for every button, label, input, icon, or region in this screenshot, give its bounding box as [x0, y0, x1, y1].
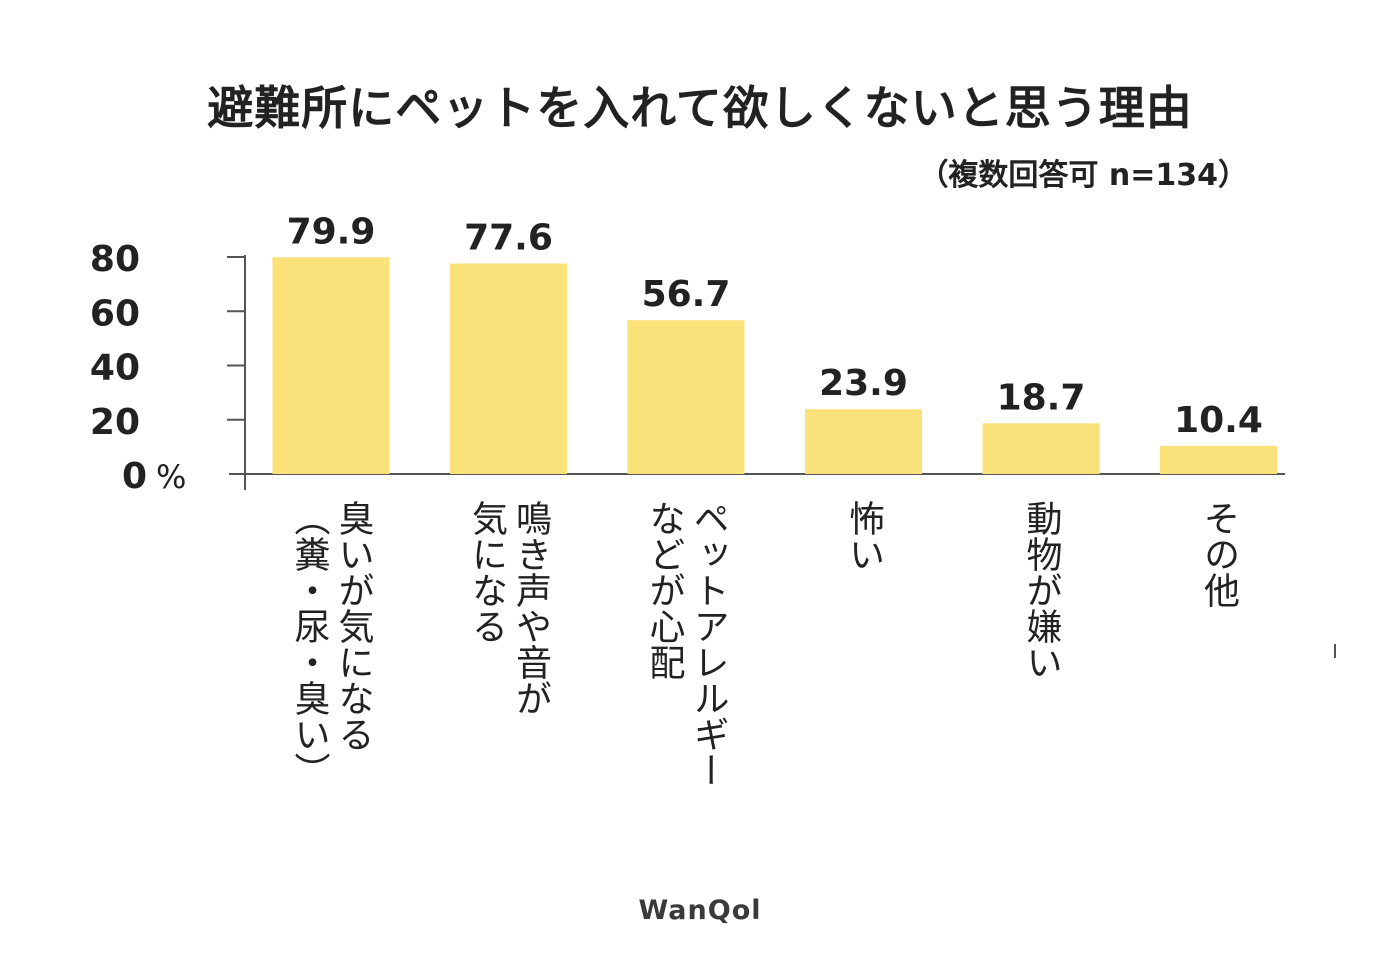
y-tick-label: 60: [90, 293, 140, 334]
bar: [982, 423, 1100, 474]
y-tick-label: 0: [122, 456, 147, 497]
y-tick-label: 20: [90, 402, 140, 443]
bar: [805, 409, 922, 474]
bar-value-label: 56.7: [642, 274, 731, 315]
category-label: ペットアレルギー: [688, 500, 729, 788]
category-label: 怖い: [843, 500, 884, 572]
bar-value-label: 18.7: [997, 377, 1086, 418]
category-label: などが心配: [644, 500, 685, 680]
category-label: （糞・尿・臭い）: [289, 500, 331, 788]
bar-value-label: 79.9: [287, 211, 376, 252]
bar-value-label: 23.9: [819, 363, 908, 404]
category-label: 動物が嫌い: [1021, 500, 1062, 680]
bar-value-label: 77.6: [464, 218, 553, 259]
category-label: 臭いが気になる: [333, 500, 374, 752]
bar: [272, 257, 390, 474]
bar-value-label: 10.4: [1174, 400, 1263, 441]
chart-title: 避難所にペットを入れて欲しくないと思う理由: [207, 81, 1193, 135]
category-label: 鳴き声や音が: [510, 500, 551, 716]
category-label: 気になる: [466, 500, 507, 644]
category-label: その他: [1198, 500, 1240, 608]
brand-logo: WanQol: [638, 895, 762, 926]
edge-mark: [1334, 644, 1336, 658]
bar: [450, 263, 567, 474]
bar: [1160, 445, 1277, 474]
bar: [627, 320, 745, 474]
y-tick-label: 40: [90, 348, 140, 389]
y-tick-label: 80: [90, 239, 140, 280]
y-unit-label: %: [156, 458, 186, 496]
chart-subtitle: （複数回答可 n=134）: [918, 158, 1248, 193]
